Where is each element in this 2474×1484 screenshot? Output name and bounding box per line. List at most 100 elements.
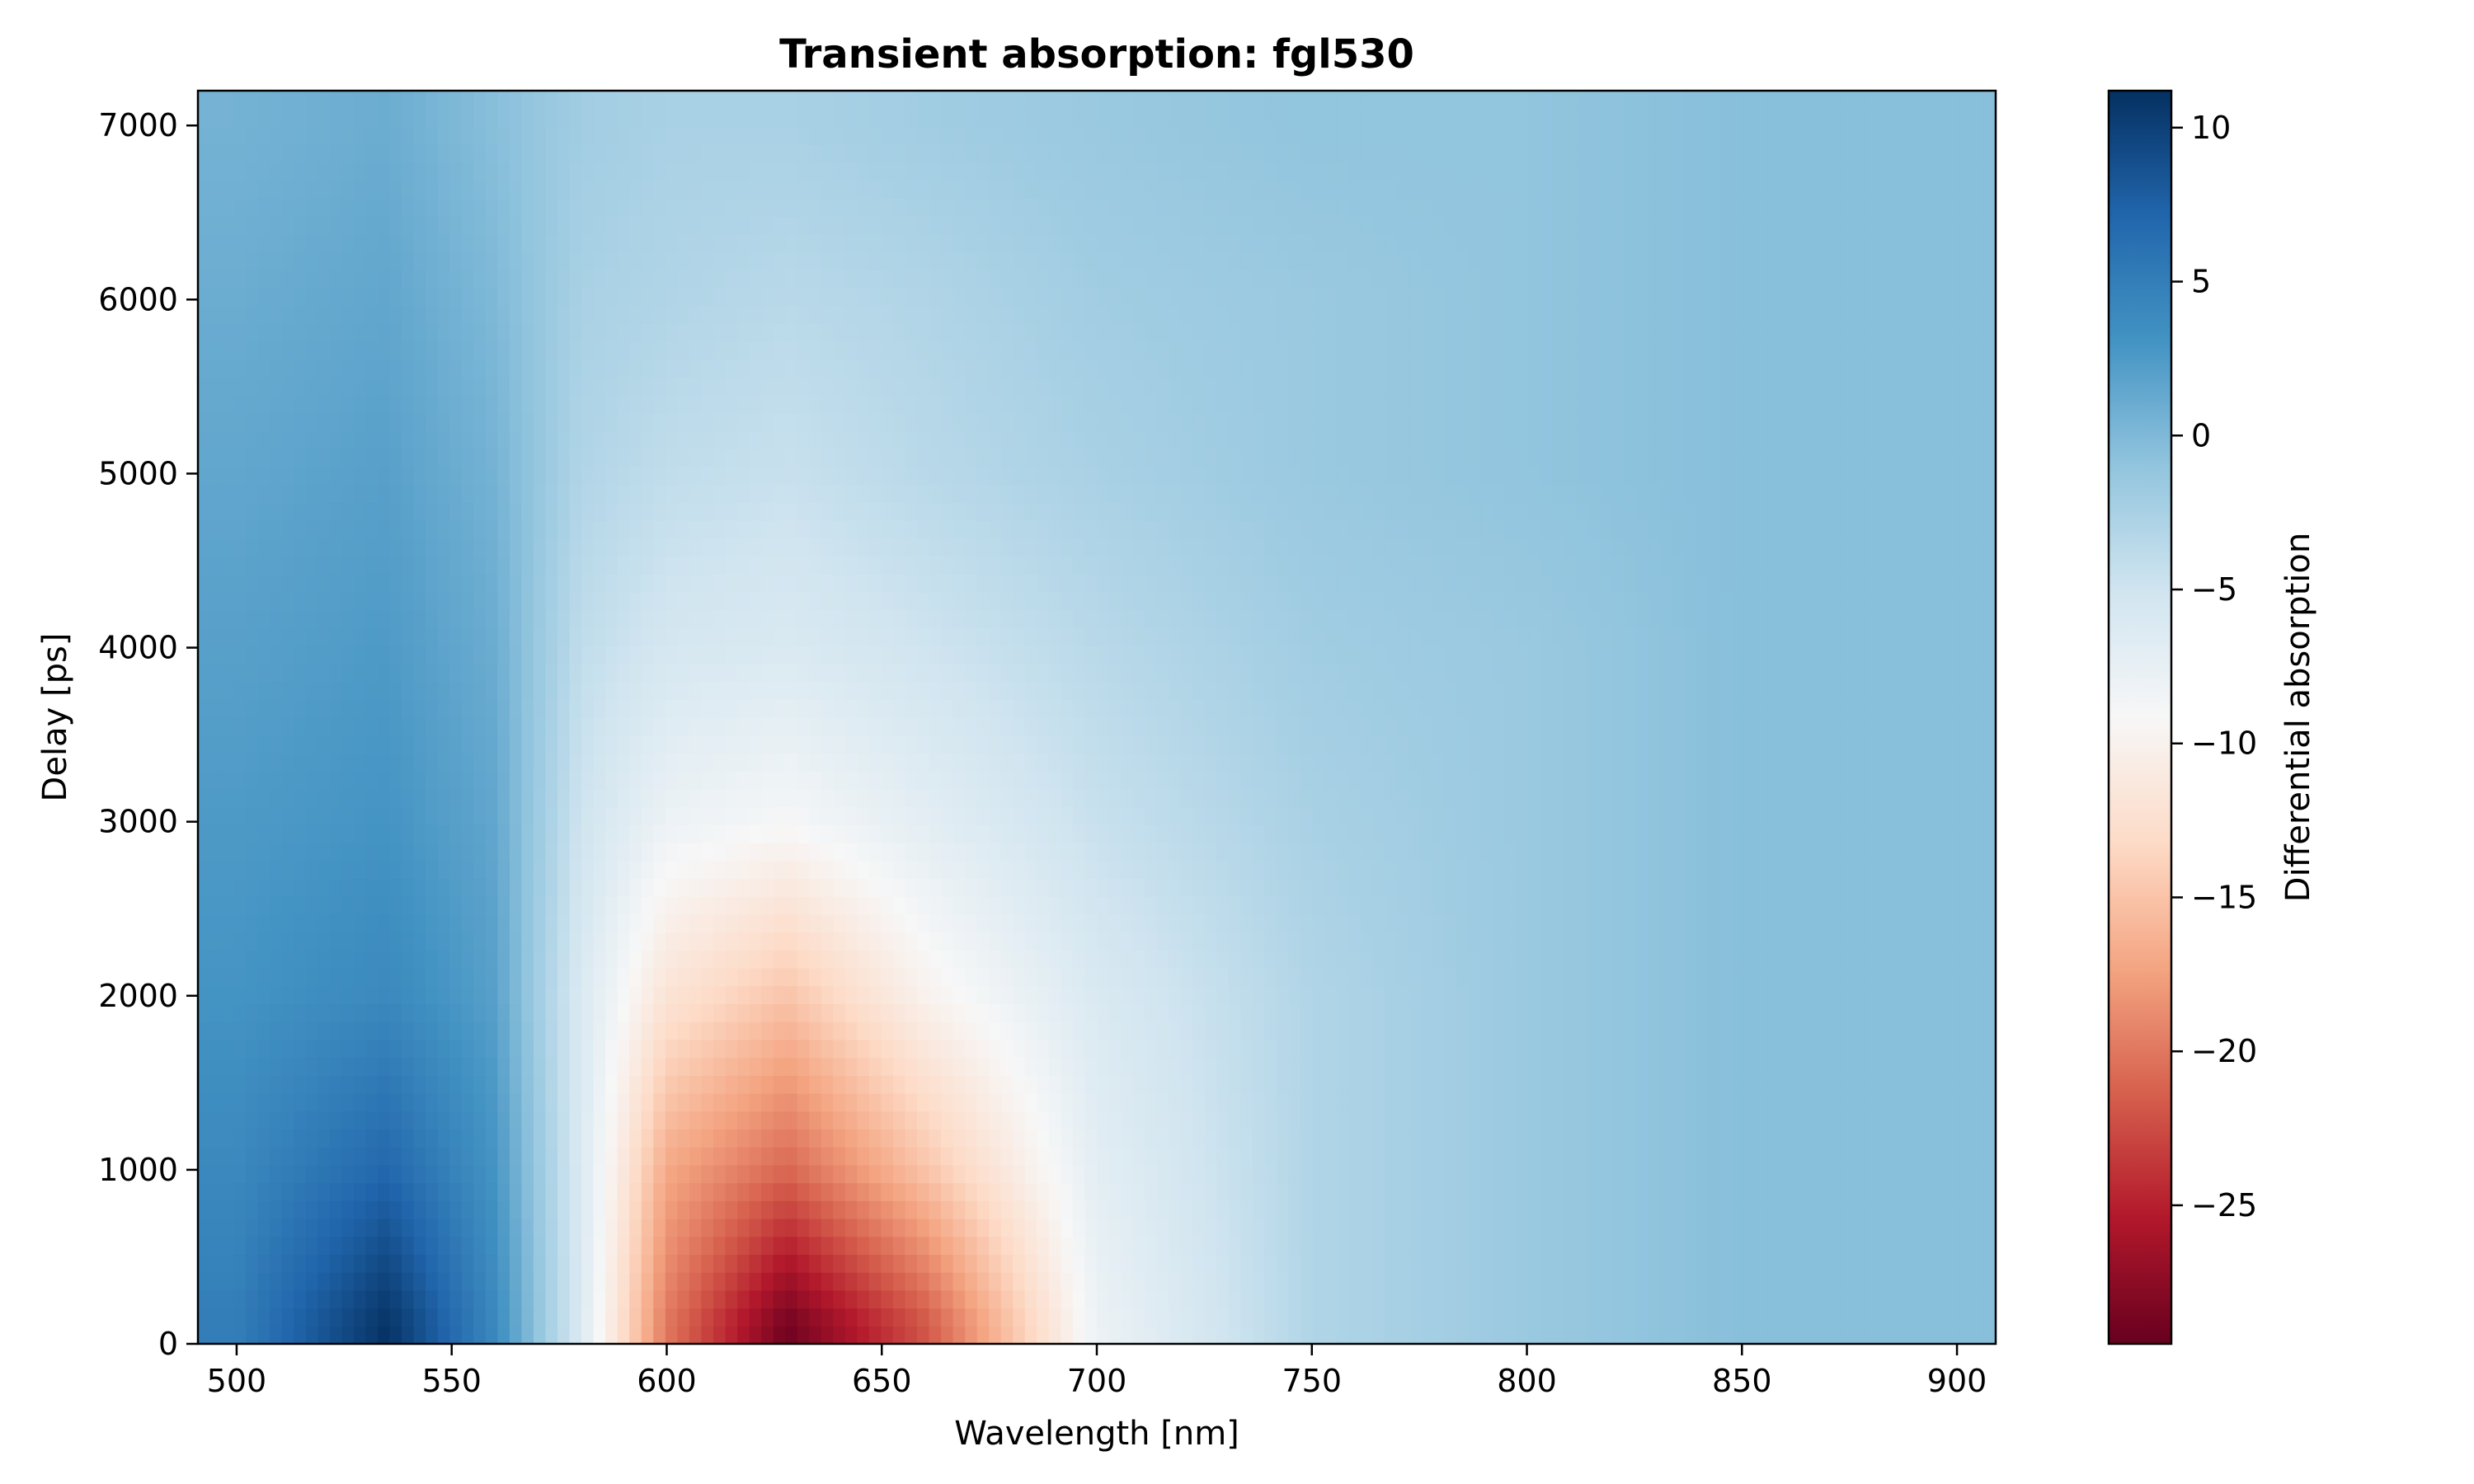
heatmap-cell	[881, 1129, 894, 1148]
heatmap-cell	[1504, 1289, 1517, 1309]
heatmap-cell	[941, 806, 954, 825]
heatmap-cell	[557, 1129, 571, 1148]
heatmap-cell	[1516, 860, 1529, 880]
heatmap-cell	[497, 1164, 510, 1184]
heatmap-cell	[773, 860, 786, 880]
heatmap-cell	[868, 878, 882, 897]
heatmap-cell	[868, 932, 882, 951]
heatmap-cell	[1840, 843, 1853, 862]
heatmap-cell	[1048, 878, 1061, 897]
heatmap-cell	[1864, 968, 1877, 987]
heatmap-cell	[833, 896, 846, 915]
heatmap-cell	[257, 1164, 270, 1184]
heatmap-cell	[1228, 860, 1241, 880]
heatmap-cell	[844, 1111, 858, 1130]
heatmap-cell	[426, 968, 439, 987]
heatmap-cell	[557, 1236, 571, 1256]
heatmap-cell	[365, 824, 379, 843]
heatmap-cell	[1971, 824, 1985, 843]
heatmap-cell	[341, 1272, 355, 1291]
heatmap-cell	[1061, 896, 1074, 915]
heatmap-cell	[665, 788, 678, 808]
heatmap-cell	[257, 1254, 270, 1273]
heatmap-cell	[1372, 932, 1385, 951]
heatmap-cell	[233, 1272, 247, 1291]
heatmap-cell	[1456, 1182, 1470, 1201]
heatmap-cell	[1300, 1111, 1314, 1130]
heatmap-cell	[677, 1219, 690, 1237]
heatmap-cell	[1216, 860, 1230, 880]
heatmap-cell	[1156, 1254, 1169, 1273]
heatmap-cell	[1492, 896, 1505, 915]
heatmap-cell	[965, 1308, 978, 1327]
heatmap-cell	[1983, 985, 1997, 1005]
heatmap-cell	[1875, 1219, 1888, 1237]
heatmap-cell	[1780, 878, 1793, 897]
heatmap-cell	[378, 1164, 391, 1184]
heatmap-cell	[725, 950, 738, 969]
heatmap-cell	[844, 1021, 858, 1040]
heatmap-cell	[1492, 1254, 1505, 1273]
heatmap-cell	[569, 950, 582, 969]
heatmap-cell	[461, 824, 474, 843]
heatmap-cell	[1288, 913, 1301, 933]
heatmap-cell	[1540, 860, 1553, 880]
heatmap-cell	[1300, 1272, 1314, 1291]
heatmap-cell	[1492, 985, 1505, 1005]
heatmap-cell	[1204, 1182, 1217, 1201]
heatmap-cell	[449, 1219, 463, 1237]
heatmap-cell	[1923, 1182, 1936, 1201]
heatmap-cell	[1864, 824, 1877, 843]
heatmap-cell	[233, 1003, 247, 1022]
heatmap-cell	[233, 1254, 247, 1273]
heatmap-cell	[246, 788, 259, 808]
heatmap-cell	[1504, 1057, 1517, 1076]
heatmap-cell	[905, 1289, 918, 1309]
heatmap-cell	[437, 985, 450, 1005]
heatmap-cell	[1648, 771, 1661, 790]
heatmap-cell	[1108, 1236, 1122, 1256]
heatmap-cell	[509, 1003, 522, 1022]
heatmap-cell	[533, 878, 547, 897]
heatmap-cell	[1048, 932, 1061, 951]
heatmap-cell	[1600, 1254, 1613, 1273]
heatmap-cell	[1300, 1200, 1314, 1219]
heatmap-cell	[1672, 1236, 1685, 1256]
heatmap-cell	[1624, 1003, 1637, 1022]
heatmap-cell	[917, 985, 930, 1005]
heatmap-cell	[1732, 1021, 1745, 1040]
heatmap-cell	[1660, 788, 1673, 808]
heatmap-cell	[737, 1236, 750, 1256]
heatmap-cell	[1444, 913, 1457, 933]
heatmap-cell	[389, 806, 402, 825]
heatmap-cell	[1277, 878, 1290, 897]
heatmap-cell	[725, 1147, 738, 1166]
heatmap-cell	[1132, 932, 1145, 951]
heatmap-cell	[1636, 878, 1649, 897]
heatmap-cell	[1611, 1075, 1625, 1094]
heatmap-cell	[413, 896, 426, 915]
heatmap-cell	[593, 985, 606, 1005]
heatmap-cell	[222, 1075, 235, 1094]
heatmap-cell	[1084, 913, 1098, 933]
heatmap-cell	[593, 932, 606, 951]
heatmap-cell	[989, 1075, 1002, 1094]
heatmap-cell	[365, 878, 379, 897]
heatmap-cell	[198, 1111, 211, 1130]
heatmap-cell	[761, 1326, 774, 1345]
heatmap-cell	[222, 1219, 235, 1237]
heatmap-cell	[521, 1111, 534, 1130]
heatmap-cell	[833, 1164, 846, 1184]
heatmap-cell	[485, 1147, 498, 1166]
heatmap-cell	[844, 896, 858, 915]
heatmap-cell	[485, 1326, 498, 1345]
heatmap-cell	[257, 1129, 270, 1148]
heatmap-cell	[1061, 824, 1074, 843]
heatmap-cell	[1228, 896, 1241, 915]
heatmap-cell	[725, 968, 738, 987]
heatmap-cell	[1264, 771, 1277, 790]
heatmap-cell	[1672, 843, 1685, 862]
heatmap-cell	[989, 1219, 1002, 1237]
heatmap-cell	[844, 1308, 858, 1327]
heatmap-cell	[294, 753, 307, 772]
